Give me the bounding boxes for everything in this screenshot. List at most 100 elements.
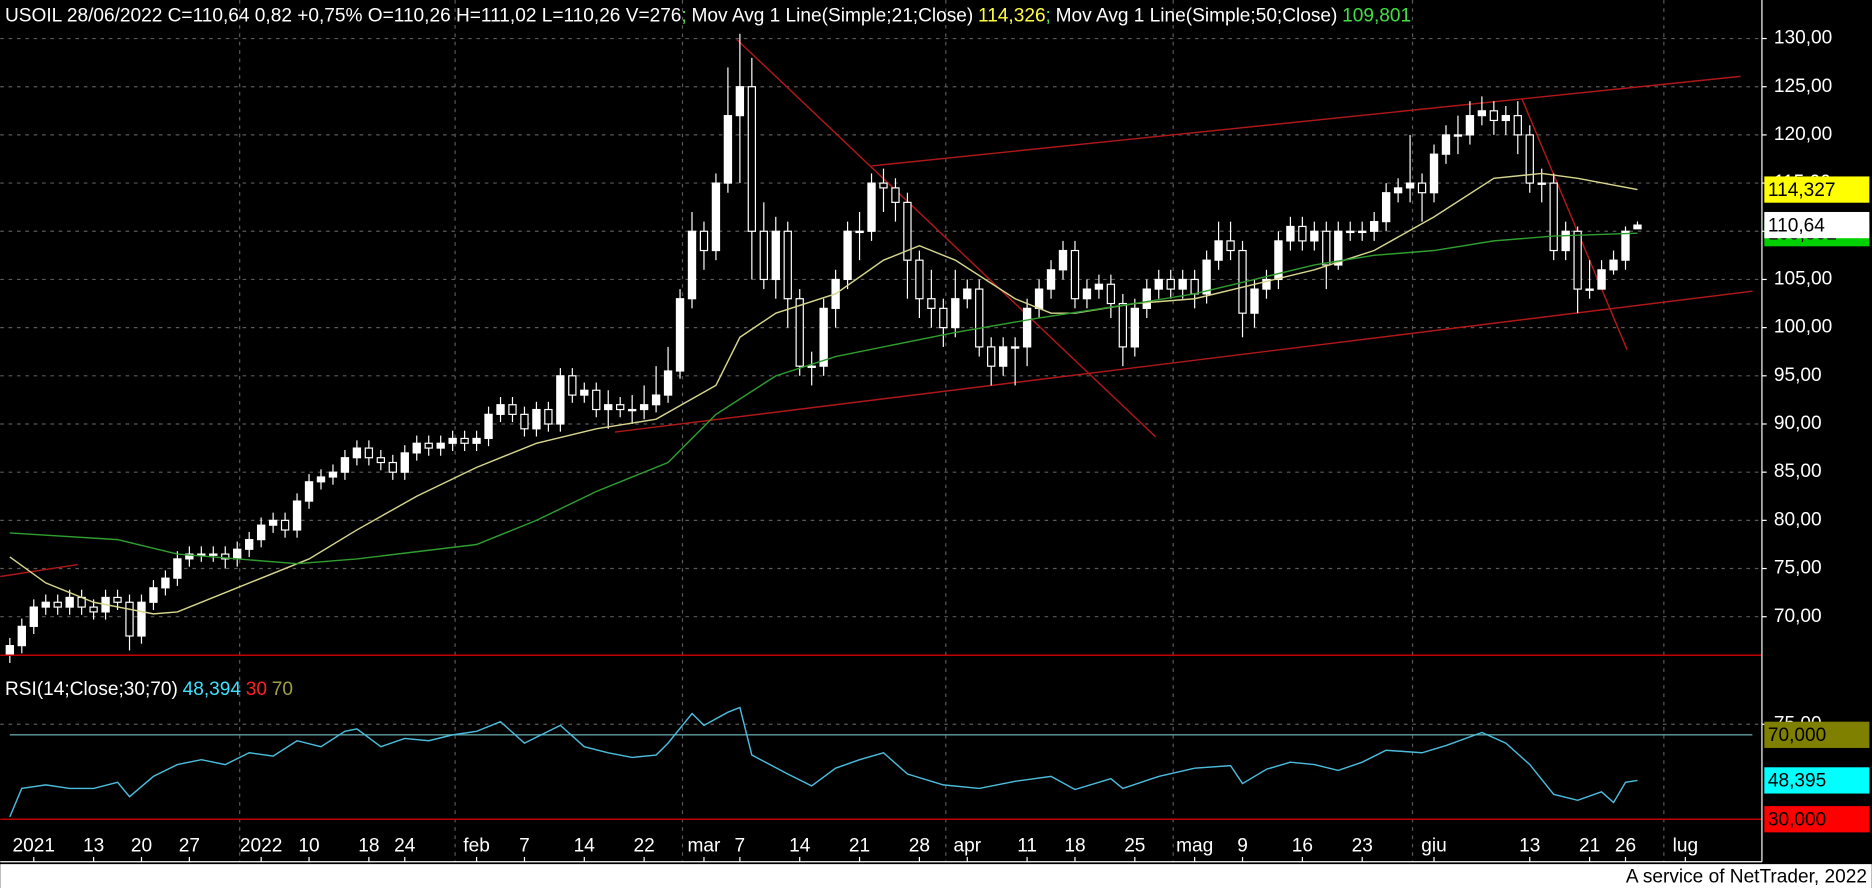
x-tick-label: 23 (1352, 835, 1373, 856)
candle-body (1166, 278, 1175, 290)
candle-body (304, 481, 314, 502)
candle-body (460, 437, 469, 444)
x-tick-label: mar (688, 835, 722, 856)
candle-body (292, 500, 302, 531)
x-tick-label: 7 (519, 835, 530, 856)
candle-body (1142, 288, 1151, 309)
x-tick-label: 16 (1292, 835, 1313, 856)
trend-lines (0, 38, 1753, 578)
candle-body (173, 558, 182, 579)
candle-body (1561, 230, 1570, 252)
candle-body (843, 230, 852, 281)
candle-body (568, 375, 577, 396)
candle-body (1609, 259, 1618, 271)
candle-body (915, 259, 924, 300)
badge-label: 70,000 (1768, 725, 1826, 746)
legend-value: 114,326 (978, 6, 1046, 27)
rsi-level: 70 (272, 679, 293, 700)
series-line (9, 172, 1638, 615)
candle-body (1286, 225, 1295, 242)
y-tick-label: 105,00 (1774, 268, 1832, 289)
candle-body (496, 404, 505, 415)
x-tick-label: 24 (394, 835, 416, 856)
candle-body (663, 370, 673, 396)
rsi-value: 48,394 (183, 679, 242, 700)
trend-line (614, 290, 1753, 433)
candle-body (53, 601, 62, 608)
candle-body (1585, 288, 1594, 291)
candle-body (328, 471, 338, 478)
candle-body (316, 476, 326, 483)
candle-body (1154, 278, 1163, 290)
candle-body (388, 461, 397, 473)
candle-body (520, 413, 529, 430)
candle-body (1214, 240, 1223, 261)
candle-body (1022, 307, 1032, 348)
price-badge (1764, 211, 1870, 239)
candle-body (651, 394, 661, 406)
candle-body (1310, 230, 1319, 242)
candle-body (891, 187, 900, 203)
candle-body (1082, 288, 1092, 300)
candle-body (556, 375, 565, 425)
grid-layer (0, 0, 1762, 862)
candle-body (149, 587, 158, 603)
candle-body (1046, 269, 1056, 290)
candle-body (400, 452, 409, 473)
y-tick-label: 95,00 (1774, 365, 1822, 386)
candle-body (1513, 115, 1522, 136)
candle-body (412, 442, 421, 454)
x-tick-label: 18 (1064, 835, 1085, 856)
candle-body (998, 346, 1008, 367)
candle-body (221, 553, 230, 560)
x-tick-label: 20 (131, 835, 152, 856)
candle-body (627, 408, 637, 412)
y-tick-label: 90,00 (1774, 413, 1822, 434)
candle-body (711, 182, 721, 252)
y-tick-label: 75,00 (1774, 558, 1822, 579)
x-tick-label: 26 (1615, 835, 1636, 856)
candle-body (807, 365, 816, 368)
x-tick-label: 2022 (240, 835, 282, 856)
x-tick-label: 25 (1124, 835, 1145, 856)
candle-body (1094, 283, 1104, 290)
price-badge (1764, 767, 1870, 794)
candle-body (1358, 230, 1367, 234)
x-tick-label: 28 (909, 835, 930, 856)
candle-body (41, 601, 50, 608)
candle-body (580, 389, 589, 396)
badge-label: 48,395 (1768, 771, 1826, 792)
candle-body (89, 606, 98, 613)
trend-line (0, 563, 78, 578)
candle-body (879, 182, 888, 189)
candle-body (472, 437, 481, 444)
candle-body (1118, 302, 1128, 348)
candle-body (1573, 230, 1582, 290)
y-tick-label: 100,00 (1774, 317, 1832, 338)
candle-body (1381, 192, 1391, 223)
candle-body (951, 298, 960, 329)
badge-label: 30,000 (1768, 809, 1826, 830)
candle-body (484, 413, 493, 440)
candle-body (723, 115, 733, 184)
candle-body (1429, 153, 1439, 194)
candle-body (699, 230, 709, 252)
header-separator: ; (1046, 6, 1051, 27)
candle-body (675, 298, 685, 372)
candle-body (1393, 187, 1403, 194)
candle-body (855, 230, 864, 234)
candle-body (1334, 230, 1343, 266)
rsi-header: RSI(14;Close;30;70) 48,394 30 70 (5, 679, 293, 700)
candle-body (1010, 346, 1020, 349)
candle-body (245, 539, 254, 550)
candle-body (1178, 278, 1187, 290)
x-tick-label: 27 (179, 835, 200, 856)
header-title: USOIL 28/06/2022 C=110,64 0,82 +0,75% O=… (5, 6, 681, 27)
y-tick-label: 125,00 (1774, 76, 1832, 97)
candle-body (1130, 307, 1139, 348)
candle-body (1417, 182, 1427, 194)
price-badge (1764, 176, 1870, 203)
candle-body (161, 577, 170, 589)
candle-body (759, 230, 768, 281)
